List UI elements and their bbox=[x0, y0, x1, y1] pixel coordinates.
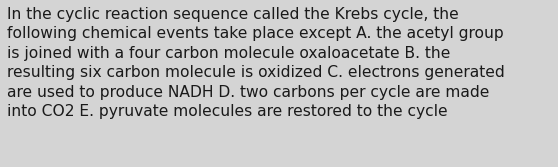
Text: In the cyclic reaction sequence called the Krebs cycle, the
following chemical e: In the cyclic reaction sequence called t… bbox=[7, 7, 504, 119]
